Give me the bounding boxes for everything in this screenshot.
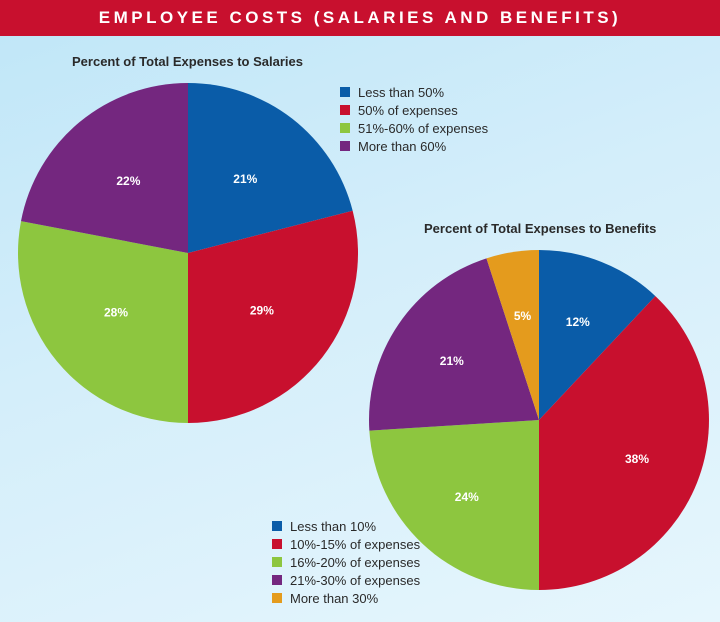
banner-title: EMPLOYEE COSTS (SALARIES AND BENEFITS) [98,8,622,27]
legend-label: More than 30% [290,590,379,606]
legend-swatch [272,593,282,603]
legend-swatch [272,557,282,567]
benefits-chart-title: Percent of Total Expenses to Benefits [424,221,657,236]
legend-swatch [340,123,350,133]
legend-label: 50% of expenses [358,102,458,118]
salaries-slice [188,83,353,253]
legend-swatch [340,105,350,115]
legend-label: 16%-20% of expenses [290,554,421,570]
benefits-slice-label: 5% [514,309,532,323]
salaries-slice [17,221,188,423]
salaries-legend-item: 51%-60% of expenses [340,119,488,137]
benefits-slice [369,420,539,590]
benefits-legend-item: 10%-15% of expenses [272,535,420,553]
benefits-slice [486,250,539,420]
legend-label: Less than 10% [290,518,377,534]
benefits-legend-item: 21%-30% of expenses [272,571,420,589]
benefits-slice [539,296,709,590]
salaries-slice-label: 29% [250,303,274,317]
salaries-slice-label: 22% [116,174,140,188]
legend-label: 10%-15% of expenses [290,536,421,552]
salaries-slice [21,83,189,253]
legend-swatch [272,521,282,531]
benefits-legend: Less than 10% 10%-15% of expenses 16%-20… [272,517,420,607]
salaries-legend-item: 50% of expenses [340,101,488,119]
benefits-legend-item: Less than 10% [272,517,420,535]
benefits-legend-item: More than 30% [272,589,420,607]
legend-label: 21%-30% of expenses [290,572,421,588]
benefits-pie: 12% 38% 24% 21% 5% [369,250,709,590]
salaries-slice-label: 21% [233,172,257,186]
legend-label: Less than 50% [358,84,445,100]
legend-label: 51%-60% of expenses [358,120,489,136]
benefits-legend-item: 16%-20% of expenses [272,553,420,571]
salaries-legend-item: Less than 50% [340,83,488,101]
salaries-slice-label: 28% [104,306,128,320]
salaries-legend-item: More than 60% [340,137,488,155]
benefits-slice [369,258,539,431]
benefits-slice-label: 12% [566,315,590,329]
legend-swatch [272,575,282,585]
salaries-pie: 21% 29% 28% 22% [17,83,359,423]
benefits-slice-label: 21% [440,354,464,368]
salaries-chart-title: Percent of Total Expenses to Salaries [72,54,303,69]
legend-swatch [340,87,350,97]
benefits-slice-label: 38% [625,452,649,466]
header-banner: EMPLOYEE COSTS (SALARIES AND BENEFITS) [0,0,720,36]
salaries-legend: Less than 50% 50% of expenses 51%-60% of… [340,83,488,155]
legend-label: More than 60% [358,138,447,154]
benefits-slice-label: 24% [455,490,479,504]
legend-swatch [272,539,282,549]
benefits-slice [539,250,656,420]
salaries-slice [188,210,359,423]
legend-swatch [340,141,350,151]
